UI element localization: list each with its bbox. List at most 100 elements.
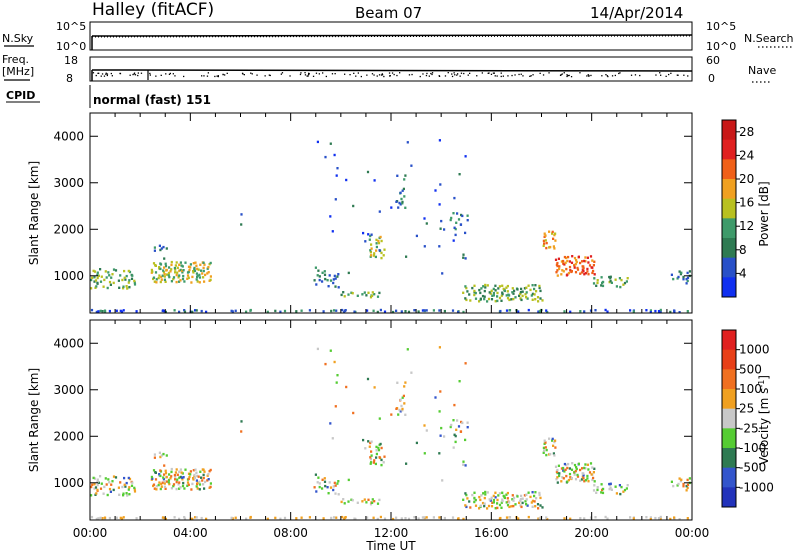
range-gate-cell xyxy=(335,174,338,177)
colorbar-tick-label: -500 xyxy=(739,461,766,475)
range-gate-cell xyxy=(189,470,192,473)
range-gate-cell xyxy=(373,252,376,255)
range-gate-cell xyxy=(398,408,401,412)
range-gate-cell xyxy=(178,269,181,272)
range-gate-cell xyxy=(326,279,329,282)
range-gate-cell xyxy=(127,476,130,480)
colorbar-segment xyxy=(722,448,736,469)
range-gate-cell xyxy=(369,462,372,465)
nave-dot xyxy=(360,75,362,78)
range-gate-cell xyxy=(90,278,93,282)
range-gate-cell xyxy=(481,501,485,505)
range-gate-cell xyxy=(204,480,207,484)
range-gate-cell xyxy=(497,494,500,497)
range-gate-cell xyxy=(321,280,324,283)
range-gate-cell xyxy=(202,468,205,471)
nave-dot xyxy=(373,74,375,76)
range-gate-cell xyxy=(519,297,522,300)
range-gate-cell xyxy=(582,477,585,480)
nave-label: Nave xyxy=(748,64,776,77)
nave-dot xyxy=(289,75,291,77)
nave-dot xyxy=(214,75,216,78)
nave-dot xyxy=(318,73,320,75)
range-gate-cell xyxy=(367,233,370,236)
range-gate-cell xyxy=(152,469,156,472)
range-gate-cell xyxy=(564,468,567,471)
range-gate-cell xyxy=(544,446,547,449)
range-gate-cell xyxy=(153,487,156,490)
range-gate-cell xyxy=(196,274,199,278)
range-gate-cell xyxy=(114,269,118,272)
range-gate-cell xyxy=(464,155,467,158)
range-gate-cell xyxy=(230,516,233,520)
range-gate-cell xyxy=(462,498,465,501)
range-gate-cell xyxy=(128,286,131,289)
range-gate-cell xyxy=(93,276,96,279)
nave-dot xyxy=(457,73,459,75)
range-gate-cell xyxy=(202,473,205,477)
range-gate-cell xyxy=(478,495,481,499)
range-gate-cell xyxy=(170,475,173,478)
range-gate-cell xyxy=(179,268,182,272)
range-gate-cell xyxy=(124,485,127,488)
range-gate-cell xyxy=(93,270,97,273)
range-gate-cell xyxy=(520,298,523,302)
range-gate-cell xyxy=(162,478,165,481)
range-gate-cell xyxy=(601,491,605,495)
range-gate-cell xyxy=(686,478,689,482)
range-gate-cell xyxy=(172,277,175,281)
range-gate-cell xyxy=(176,266,179,269)
range-gate-cell xyxy=(483,297,486,301)
range-gate-cell xyxy=(196,481,199,485)
range-gate-cell xyxy=(329,422,332,425)
nave-dot xyxy=(264,75,266,77)
range-gate-cell xyxy=(438,452,441,455)
range-gate-cell xyxy=(583,310,586,313)
nave-dot xyxy=(269,74,271,77)
nave-dot xyxy=(111,75,113,77)
range-gate-cell xyxy=(207,478,210,481)
range-gate-cell xyxy=(197,268,200,271)
range-gate-cell xyxy=(545,453,548,457)
range-gate-cell xyxy=(383,310,387,313)
range-gate-cell xyxy=(245,310,248,313)
range-gate-cell xyxy=(341,515,344,519)
range-gate-cell xyxy=(494,300,497,303)
nave-dot xyxy=(447,72,449,74)
range-gate-cell xyxy=(670,273,673,276)
range-gate-cell xyxy=(191,517,194,521)
range-gate-cell xyxy=(525,503,528,506)
range-gate-cell xyxy=(128,493,131,496)
nave-dot xyxy=(149,72,151,75)
range-gate-cell xyxy=(405,255,408,258)
range-gate-cell xyxy=(335,309,338,312)
range-gate-cell xyxy=(158,451,161,454)
range-gate-cell xyxy=(579,272,582,275)
range-gate-cell xyxy=(206,267,209,270)
range-gate-cell xyxy=(341,308,344,312)
range-gate-cell xyxy=(581,467,584,470)
range-gate-cell xyxy=(579,517,582,520)
range-gate-cell xyxy=(464,464,467,467)
range-gate-cell xyxy=(425,222,428,225)
range-gate-cell xyxy=(478,288,481,292)
velocity-colorbar-label: Velocity [m s-1] xyxy=(757,375,771,465)
nave-dot xyxy=(381,74,384,76)
range-gate-cell xyxy=(153,246,156,249)
range-gate-cell xyxy=(178,517,181,521)
range-gate-cell xyxy=(363,291,366,294)
range-gate-cell xyxy=(567,478,570,482)
range-gate-cell xyxy=(586,463,589,466)
nave-dot xyxy=(529,75,531,77)
range-gate-cell xyxy=(506,491,509,495)
nave-dot xyxy=(639,74,641,77)
range-gate-cell xyxy=(170,263,173,267)
range-gate-cell xyxy=(164,517,167,521)
range-gate-cell xyxy=(562,469,565,472)
range-gate-cell xyxy=(181,269,184,272)
range-gate-cell xyxy=(373,386,376,389)
range-gate-cell xyxy=(127,269,130,273)
range-gate-cell xyxy=(351,499,354,502)
range-gate-cell xyxy=(202,269,205,273)
range-gate-cell xyxy=(172,484,175,488)
